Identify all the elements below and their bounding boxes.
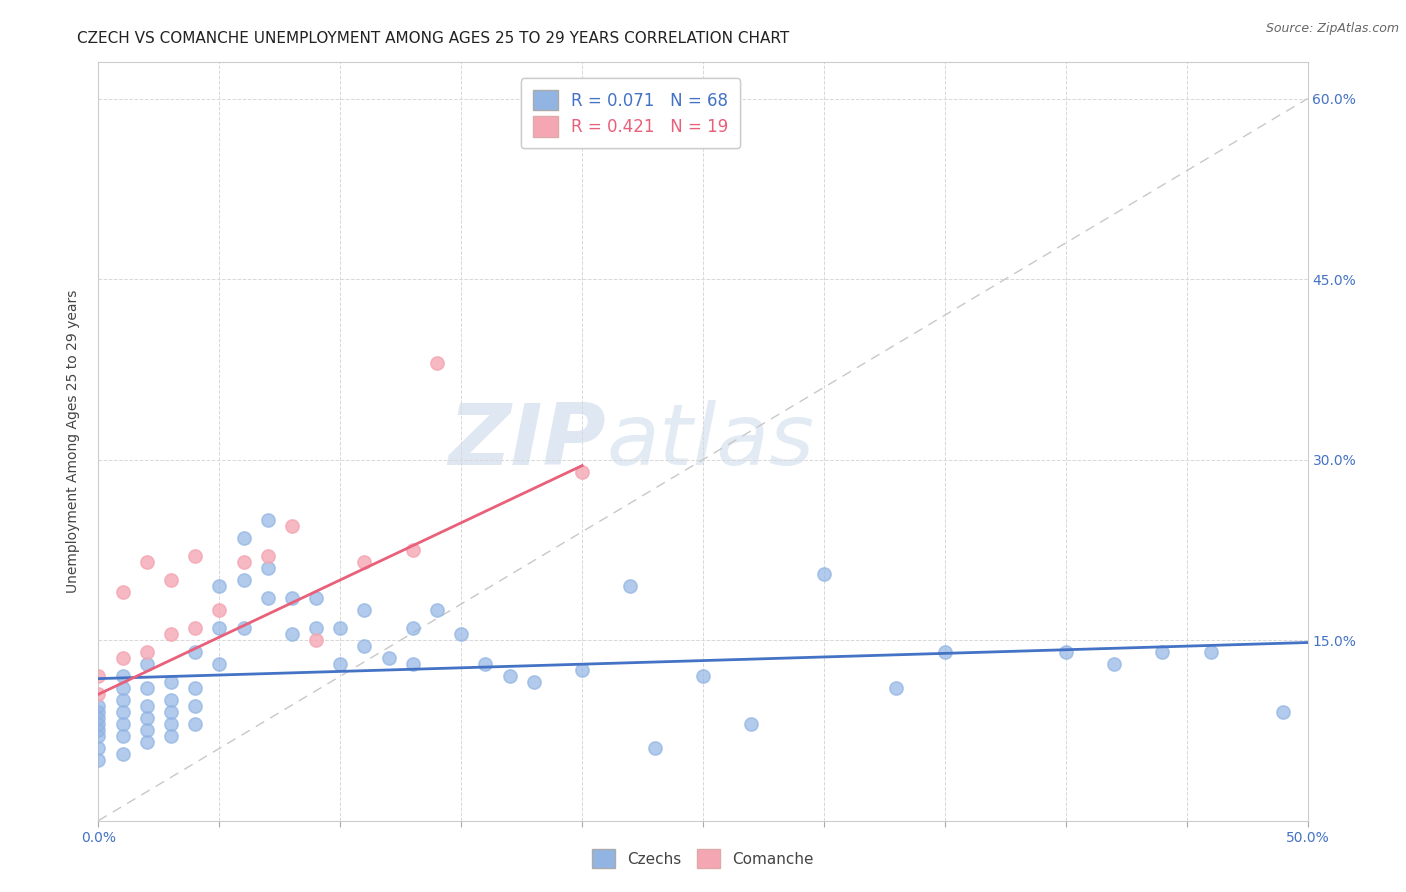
Point (184, 681, 207, 696)
Point (111, 730, 134, 744)
Point (87, 706, 110, 720)
Point (644, 741, 666, 756)
Point (232, 555, 254, 569)
Point (619, 579, 641, 593)
Point (426, 356, 449, 370)
Point (232, 573, 254, 587)
Point (474, 657, 496, 672)
Point (135, 555, 157, 569)
Point (160, 693, 183, 707)
Point (886, 681, 908, 696)
Point (184, 549, 207, 563)
Point (1272, 706, 1295, 720)
Point (353, 639, 375, 653)
Point (1199, 645, 1222, 659)
Point (111, 681, 134, 696)
Point (523, 675, 546, 690)
Point (1152, 645, 1174, 659)
Point (160, 730, 183, 744)
Point (402, 621, 425, 635)
Point (87, 723, 110, 738)
Point (135, 711, 157, 725)
Point (160, 675, 183, 690)
Point (135, 657, 157, 672)
Point (402, 657, 425, 672)
Point (571, 663, 593, 677)
Point (87, 711, 110, 725)
Point (305, 621, 328, 635)
Point (111, 693, 134, 707)
Point (160, 573, 183, 587)
Point (184, 621, 207, 635)
Point (329, 621, 352, 635)
Point (353, 603, 375, 617)
Point (135, 735, 157, 749)
Point (232, 531, 254, 545)
Point (184, 699, 207, 714)
Point (1102, 657, 1125, 672)
Point (87, 741, 110, 756)
Legend: Czechs, Comanche: Czechs, Comanche (585, 841, 821, 875)
Point (87, 699, 110, 714)
Point (160, 627, 183, 641)
Point (87, 730, 110, 744)
Point (135, 723, 157, 738)
Point (111, 669, 134, 683)
Point (426, 603, 449, 617)
Point (1054, 645, 1077, 659)
Point (571, 465, 593, 479)
Point (184, 717, 207, 731)
Point (135, 699, 157, 714)
Point (498, 669, 520, 683)
Point (232, 621, 254, 635)
Point (208, 657, 231, 672)
Point (208, 621, 231, 635)
Point (111, 706, 134, 720)
Point (281, 591, 304, 605)
Point (740, 717, 762, 731)
Point (256, 591, 278, 605)
Point (305, 591, 328, 605)
Point (377, 651, 399, 665)
Point (111, 585, 134, 599)
Point (353, 555, 375, 569)
Point (111, 651, 134, 665)
Point (813, 566, 835, 581)
Text: Source: ZipAtlas.com: Source: ZipAtlas.com (1265, 22, 1399, 36)
Point (208, 603, 231, 617)
Point (256, 549, 278, 563)
Point (256, 561, 278, 575)
Point (329, 657, 352, 672)
Point (184, 645, 207, 659)
Point (281, 518, 304, 533)
Point (160, 717, 183, 731)
Point (87, 669, 110, 683)
Point (281, 627, 304, 641)
Point (87, 754, 110, 768)
Point (135, 681, 157, 696)
Point (256, 513, 278, 527)
Point (450, 627, 472, 641)
Point (87, 687, 110, 701)
Point (111, 717, 134, 731)
Y-axis label: Unemployment Among Ages 25 to 29 years: Unemployment Among Ages 25 to 29 years (66, 290, 80, 593)
Point (160, 706, 183, 720)
Point (111, 747, 134, 762)
Text: CZECH VS COMANCHE UNEMPLOYMENT AMONG AGES 25 TO 29 YEARS CORRELATION CHART: CZECH VS COMANCHE UNEMPLOYMENT AMONG AGE… (77, 31, 790, 46)
Point (934, 645, 956, 659)
Point (87, 717, 110, 731)
Point (402, 542, 425, 557)
Text: ZIP: ZIP (449, 400, 606, 483)
Point (305, 633, 328, 648)
Text: atlas: atlas (606, 400, 814, 483)
Legend: R = 0.071   N = 68, R = 0.421   N = 19: R = 0.071 N = 68, R = 0.421 N = 19 (522, 78, 740, 148)
Point (692, 669, 714, 683)
Point (135, 645, 157, 659)
Point (208, 579, 231, 593)
